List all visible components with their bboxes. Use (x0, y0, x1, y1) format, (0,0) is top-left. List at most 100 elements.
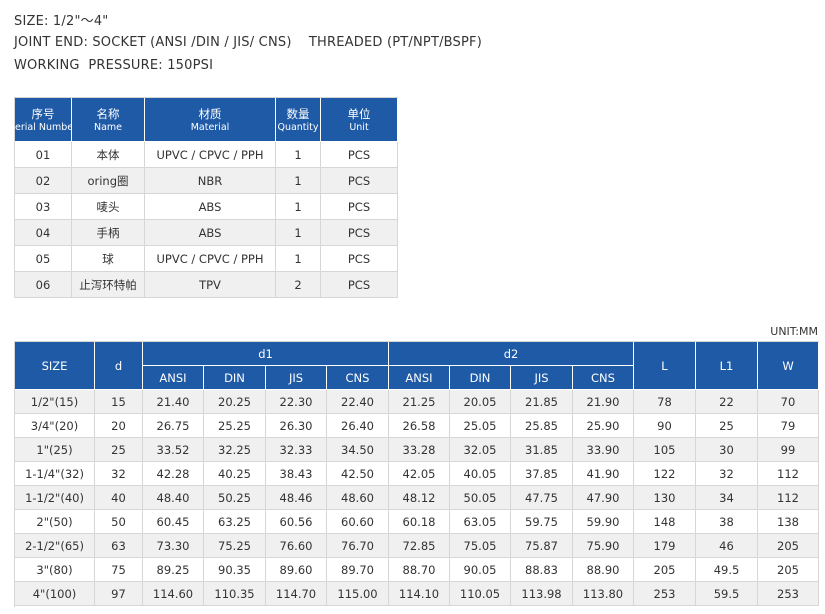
cell-text: 1-1/2"(40) (25, 490, 84, 505)
table-cell: 02 (15, 168, 72, 194)
table-cell: 113.80 (573, 582, 634, 606)
table-cell: 42.50 (327, 462, 389, 486)
table-cell: 38.43 (266, 462, 327, 486)
table-cell: 50.25 (204, 486, 266, 510)
table-cell: 113.98 (511, 582, 573, 606)
cell-text: PCS (347, 199, 371, 214)
cell-text: 01 (35, 147, 51, 162)
cell-text: 04 (35, 225, 51, 240)
table-cell: 2-1/2"(65) (15, 534, 95, 558)
cell-text: 105 (653, 442, 676, 457)
cell-text: L1 (719, 358, 734, 373)
table-cell: 138 (758, 510, 819, 534)
table-cell: 99 (758, 438, 819, 462)
table-cell: 37.85 (511, 462, 573, 486)
table-cell: 205 (634, 558, 696, 582)
table-cell: 1 (276, 220, 321, 246)
cell-text: 33.90 (586, 442, 620, 457)
cell-text: 球 (102, 251, 114, 266)
cell-text: TPV (199, 277, 221, 292)
table-cell: 70 (758, 390, 819, 414)
cell-text: d2 (503, 346, 519, 361)
table-cell: 122 (634, 462, 696, 486)
cell-text: 33.52 (156, 442, 190, 457)
cell-text: ANSI (405, 370, 433, 385)
cell-text: 唛头 (96, 199, 120, 214)
cell-text: ABS (198, 199, 222, 214)
cell-text: 本体 (96, 147, 120, 162)
cell-text: 42.05 (402, 466, 436, 481)
table-cell: 76.60 (266, 534, 327, 558)
table-cell: 1 (276, 142, 321, 168)
cell-text: 1 (294, 147, 302, 162)
table-cell: 21.25 (389, 390, 450, 414)
table-cell: 25 (696, 414, 758, 438)
table-cell: 76.70 (327, 534, 389, 558)
cell-text: Quantity (277, 122, 319, 133)
header-cell: DIN (450, 366, 511, 390)
cell-text: 148 (653, 514, 676, 529)
cell-text: JIS (534, 370, 549, 385)
cell-text: 26.75 (156, 418, 190, 433)
cell-text: JIS (288, 370, 304, 385)
cell-text: 41.90 (586, 466, 620, 481)
table-cell: 1 (276, 246, 321, 272)
cell-text: 50 (111, 514, 126, 529)
cell-text: 30 (719, 442, 734, 457)
cell-text: 50.05 (463, 490, 497, 505)
cell-text: 21.25 (402, 394, 436, 409)
table-cell: 73.30 (143, 534, 204, 558)
table-cell: 79 (758, 414, 819, 438)
cell-text: 114.60 (152, 586, 194, 601)
cell-text: PCS (347, 147, 371, 162)
table-cell: 59.75 (511, 510, 573, 534)
table-cell: 75.05 (450, 534, 511, 558)
cell-text: 60.18 (402, 514, 436, 529)
spec-line: SIZE: 1/2"～4" (14, 14, 109, 29)
table-cell: 105 (634, 438, 696, 462)
table-cell: 40 (95, 486, 143, 510)
table-cell: PCS (321, 246, 398, 272)
cell-text: 21.40 (156, 394, 190, 409)
cell-text: 25 (111, 442, 126, 457)
cell-text: 110.05 (459, 586, 501, 601)
cell-text: 76.70 (341, 538, 374, 553)
table-cell: 40.25 (204, 462, 266, 486)
table-cell: UPVC / CPVC / PPH (145, 246, 276, 272)
cell-text: 材质 (198, 107, 222, 121)
cell-text: 26.30 (279, 418, 313, 433)
table-cell: 112 (758, 462, 819, 486)
table-cell: ABS (145, 194, 276, 220)
cell-text: PCS (347, 173, 371, 188)
header-cell: DIN (204, 366, 266, 390)
cell-text: 3"(80) (36, 562, 73, 577)
cell-text: 113.80 (582, 586, 624, 601)
table-cell: 1-1/4"(32) (15, 462, 95, 486)
cell-text: 单位 (347, 107, 371, 121)
table-cell: NBR (145, 168, 276, 194)
table-cell: 3/4"(20) (15, 414, 95, 438)
table-cell: 89.60 (266, 558, 327, 582)
cell-text: 59.5 (713, 586, 740, 601)
cell-text: 63.05 (463, 514, 497, 529)
cell-text: 75.90 (586, 538, 620, 553)
cell-text: 2-1/2"(65) (25, 538, 84, 553)
table-cell: 唛头 (72, 194, 145, 220)
table-cell: 1 (276, 168, 321, 194)
cell-text: 112 (777, 490, 799, 505)
cell-text: 32.25 (218, 442, 251, 457)
table-cell: TPV (145, 272, 276, 298)
header-cell: d1 (143, 342, 389, 366)
cell-text: 90 (657, 418, 672, 433)
table-cell: 32 (95, 462, 143, 486)
table-cell: 205 (758, 558, 819, 582)
cell-text: 112 (777, 466, 799, 481)
table-cell: 31.85 (511, 438, 573, 462)
cell-text: 253 (777, 586, 799, 601)
cell-text: 122 (653, 466, 676, 481)
cell-text: 75 (111, 562, 126, 577)
table-cell: 75.25 (204, 534, 266, 558)
table-cell: 2 (276, 272, 321, 298)
table-cell: 01 (15, 142, 72, 168)
cell-text: 73.30 (156, 538, 190, 553)
